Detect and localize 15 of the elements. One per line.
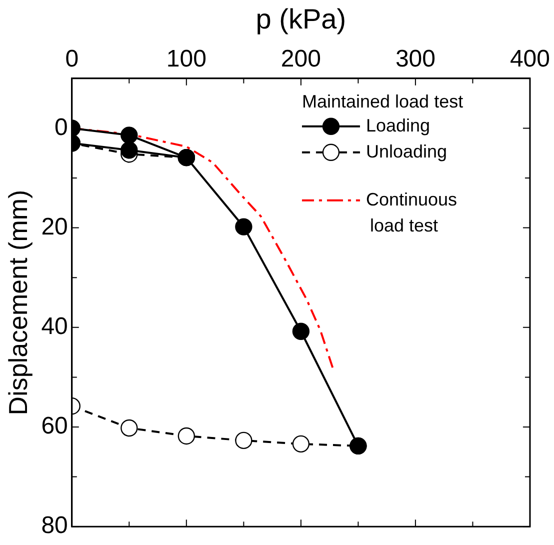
x-tick-label: 200 — [280, 46, 321, 73]
y-tick-label: 60 — [41, 412, 68, 440]
y-tick-label: 80 — [41, 512, 68, 540]
legend-title: Maintained load test — [302, 91, 464, 112]
y-tick-label: 0 — [54, 114, 68, 141]
x-tick-label: 300 — [395, 46, 436, 73]
legend-label: Continuous load test — [366, 189, 458, 236]
x-tick-label: 400 — [510, 46, 550, 73]
y-tick-label: 40 — [41, 313, 68, 340]
legend-label: Loading — [366, 115, 430, 136]
y-axis-title: Displacement (mm) — [2, 190, 33, 416]
y-tick-label: 20 — [41, 213, 68, 240]
legend-label: Unloading — [366, 141, 448, 162]
x-axis-title: p (kPa) — [256, 4, 346, 35]
x-tick-label: 100 — [166, 46, 206, 73]
